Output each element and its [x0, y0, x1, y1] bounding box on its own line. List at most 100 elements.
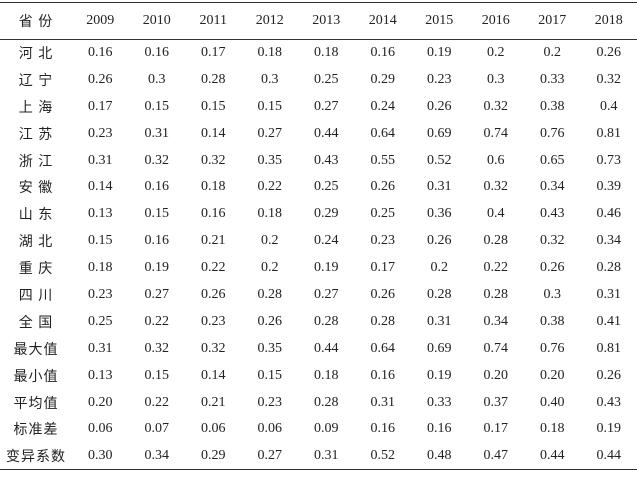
column-header: 2009	[86, 13, 115, 28]
table-cell: 0.30	[88, 448, 113, 464]
table-cell: 0.64	[370, 125, 396, 141]
table-body: 河 北 0.16 0.16 0.17 0.18 0.18 0.16 0.19 0.2 0.2 0.2…	[0, 40, 637, 470]
table-container: 省 份 2009 2010 2011 2012 2013 2014 2015 2016 2017 2…	[0, 2, 637, 470]
table-row: 全 国 0.25 0.22 0.23 0.26 0.28 0.28 0.31 0.34 0.38 0…	[0, 308, 637, 335]
table-cell: 0.21	[201, 394, 226, 410]
table-cell: 0.69	[427, 340, 452, 356]
table-cell: 0.26	[370, 179, 396, 195]
table-cell: 0.36	[427, 206, 452, 222]
table-cell: 0.16	[144, 233, 170, 249]
table-cell: 0.35	[257, 340, 283, 356]
table-cell: 0.25	[370, 206, 396, 222]
table-cell: 0.73	[596, 152, 622, 168]
row-label: 辽 宁	[18, 73, 54, 89]
table-cell: 0.47	[483, 448, 509, 464]
table-cell: 0.23	[201, 313, 226, 329]
row-label: 平均值	[13, 396, 59, 412]
table-row: 山 东 0.13 0.15 0.16 0.18 0.29 0.25 0.36 0.4 0.43 0.…	[0, 201, 637, 228]
row-label: 四 川	[18, 288, 54, 304]
table-cell: 0.25	[88, 313, 113, 329]
table-cell: 0.32	[144, 152, 170, 168]
table-cell: 0.15	[144, 98, 170, 114]
table-cell: 0.32	[201, 152, 226, 168]
column-header: 2016	[481, 13, 510, 28]
table-cell: 0.32	[483, 98, 509, 114]
table-cell: 0.22	[483, 260, 509, 276]
table-cell: 0.28	[370, 313, 396, 329]
table-cell: 0.16	[427, 421, 452, 437]
table-cell: 0.33	[540, 71, 565, 87]
table-row: 辽 宁 0.26 0.3 0.28 0.3 0.25 0.29 0.23 0.3 0.33 0.32	[0, 66, 637, 93]
table-cell: 0.41	[596, 313, 622, 329]
table-row: 变异系数 0.30 0.34 0.29 0.27 0.31 0.52 0.48 0.47 0.44…	[0, 443, 637, 470]
table-cell: 0.2	[430, 260, 449, 276]
table-cell: 0.15	[144, 206, 170, 222]
table-cell: 0.31	[596, 286, 622, 302]
table-cell: 0.32	[201, 340, 226, 356]
table-cell: 0.14	[88, 179, 113, 195]
table-cell: 0.14	[201, 125, 226, 141]
table-row: 最大值 0.31 0.32 0.32 0.35 0.44 0.64 0.69 0.74 0.76 0…	[0, 335, 637, 362]
table-cell: 0.28	[257, 286, 283, 302]
table-cell: 0.23	[88, 125, 113, 141]
table-cell: 0.15	[201, 98, 226, 114]
table-cell: 0.20	[540, 367, 565, 383]
table-cell: 0.64	[370, 340, 396, 356]
table-cell: 0.2	[543, 45, 562, 61]
table-cell: 0.34	[144, 448, 170, 464]
table-cell: 0.15	[144, 367, 170, 383]
table-cell: 0.31	[314, 448, 339, 464]
table-cell: 0.39	[596, 179, 622, 195]
table-row: 湖 北 0.15 0.16 0.21 0.2 0.24 0.23 0.26 0.28 0.32 0.…	[0, 228, 637, 255]
row-label: 江 苏	[18, 127, 54, 143]
table-cell: 0.17	[483, 421, 509, 437]
table-cell: 0.32	[540, 233, 565, 249]
table-cell: 0.07	[144, 421, 170, 437]
table-cell: 0.27	[144, 286, 170, 302]
table-cell: 0.43	[596, 394, 622, 410]
row-label: 标准差	[13, 423, 59, 439]
table-cell: 0.81	[596, 340, 622, 356]
table-cell: 0.32	[144, 340, 170, 356]
table-cell: 0.25	[314, 179, 339, 195]
table-cell: 0.26	[596, 45, 622, 61]
row-label: 重 庆	[18, 262, 54, 278]
table-cell: 0.32	[596, 71, 622, 87]
table-cell: 0.18	[257, 206, 283, 222]
table-cell: 0.38	[540, 313, 565, 329]
table-cell: 0.31	[427, 313, 452, 329]
row-header-title: 省 份	[18, 15, 54, 30]
table-cell: 0.26	[540, 260, 565, 276]
table-cell: 0.23	[88, 286, 113, 302]
table-cell: 0.13	[88, 367, 113, 383]
table-cell: 0.28	[314, 394, 339, 410]
table-row: 上 海 0.17 0.15 0.15 0.15 0.27 0.24 0.26 0.32 0.38 0…	[0, 93, 637, 120]
table-cell: 0.29	[370, 71, 396, 87]
table-cell: 0.19	[596, 421, 622, 437]
table-cell: 0.76	[540, 340, 565, 356]
table-cell: 0.16	[144, 45, 170, 61]
table-cell: 0.38	[540, 98, 565, 114]
table-cell: 0.69	[427, 125, 452, 141]
table-cell: 0.31	[88, 152, 113, 168]
table-row: 四 川 0.23 0.27 0.26 0.28 0.27 0.26 0.28 0.28 0.3 0.…	[0, 282, 637, 309]
table-cell: 0.44	[596, 448, 622, 464]
table-row: 重 庆 0.18 0.19 0.22 0.2 0.19 0.17 0.2 0.22 0.26 0.2…	[0, 255, 637, 282]
table-cell: 0.52	[370, 448, 396, 464]
table-row: 标准差 0.06 0.07 0.06 0.06 0.09 0.16 0.16 0.17 0.18 0…	[0, 416, 637, 443]
table-cell: 0.15	[257, 367, 283, 383]
table-cell: 0.22	[257, 179, 283, 195]
table-cell: 0.06	[201, 421, 226, 437]
table-cell: 0.34	[540, 179, 565, 195]
table-cell: 0.24	[370, 98, 396, 114]
table-cell: 0.28	[483, 286, 509, 302]
table-cell: 0.28	[596, 260, 622, 276]
table-cell: 0.3	[148, 71, 166, 87]
column-header: 2011	[199, 13, 227, 28]
row-label: 变异系数	[6, 450, 66, 466]
table-cell: 0.27	[257, 125, 283, 141]
table-cell: 0.22	[144, 313, 170, 329]
table-cell: 0.16	[144, 179, 170, 195]
table-cell: 0.17	[201, 45, 226, 61]
table-cell: 0.26	[257, 313, 283, 329]
